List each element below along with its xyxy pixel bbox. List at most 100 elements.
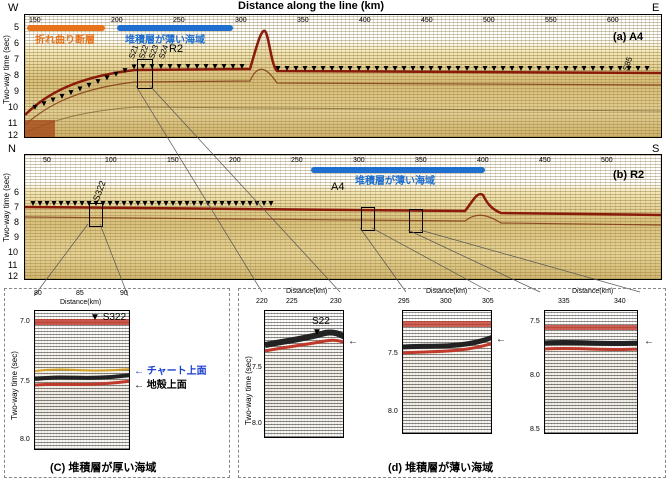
station-marker-icon	[149, 201, 155, 206]
zd3-arrow-icon: ←	[644, 336, 654, 347]
zd3-tick-335: 335	[558, 298, 570, 305]
cross-label-a4: A4	[331, 181, 345, 193]
station-marker-icon	[131, 64, 137, 70]
zd2-tick-305: 305	[482, 298, 494, 305]
mid-ytick-9: 9	[14, 232, 20, 242]
station-marker-icon	[203, 64, 209, 69]
station-marker-icon	[72, 201, 78, 206]
station-marker-icon	[365, 66, 371, 71]
top-tick-500: 500	[483, 17, 495, 24]
top-tick-200: 200	[111, 17, 123, 24]
station-marker-icon	[68, 90, 74, 96]
station-marker-icon	[167, 64, 173, 69]
zoom-c-image	[34, 310, 130, 450]
station-marker-icon	[275, 66, 281, 71]
station-marker-icon	[221, 64, 227, 69]
zd3-tick-340: 340	[614, 298, 626, 305]
top-ytick-12: 12	[8, 130, 19, 140]
seismic-section-a4: 150 200 250 300 350 400 450 500 550 600 …	[24, 14, 662, 138]
station-marker-icon	[95, 79, 101, 85]
mid-ytick-8: 8	[14, 217, 20, 227]
station-marker-icon	[635, 66, 641, 71]
station-marker-icon	[626, 66, 632, 71]
zd2-reflectors	[403, 321, 491, 355]
station-marker-icon	[212, 201, 218, 206]
mid-left-letter: N	[8, 143, 16, 155]
station-marker-icon	[100, 201, 106, 206]
zd2-arrow-icon: ←	[496, 334, 506, 345]
mid-tick-450: 450	[539, 157, 551, 164]
station-marker-icon	[617, 66, 623, 71]
zc-reflectors	[35, 319, 129, 387]
station-marker-icon	[156, 201, 162, 206]
station-marker-icon	[437, 66, 443, 71]
station-marker-icon	[176, 64, 182, 69]
station-marker-icon	[608, 66, 614, 71]
station-marker-icon	[51, 201, 57, 206]
zd1-ytick-75: 7.5	[252, 364, 262, 371]
station-marker-icon	[311, 66, 317, 71]
station-marker-icon	[170, 201, 176, 206]
station-marker-icon	[261, 201, 267, 206]
station-marker-icon	[410, 66, 416, 71]
station-marker-icon	[185, 64, 191, 69]
zd2-tick-300: 300	[440, 298, 452, 305]
mid-ytick-7: 7	[14, 202, 20, 212]
mid-tick-150: 150	[167, 157, 179, 164]
zc-tick-80: 80	[34, 290, 42, 297]
station-marker-icon	[113, 71, 119, 77]
zc-crust-label: ← 地殻上面	[134, 380, 187, 391]
station-marker-icon	[122, 68, 128, 74]
station-marker-icon	[191, 201, 197, 206]
station-marker-icon	[177, 201, 183, 206]
zc-caption: (C) 堆積層が厚い海域	[50, 462, 157, 474]
station-marker-icon	[194, 64, 200, 69]
station-marker-icon	[79, 201, 85, 206]
seafloor-reflector-a4	[25, 29, 661, 137]
seafloor-reflector-r2	[25, 192, 661, 279]
station-marker-icon	[293, 66, 299, 71]
station-marker-icon	[356, 66, 362, 71]
station-marker-icon	[30, 201, 36, 206]
station-marker-icon	[32, 104, 38, 110]
station-marker-icon	[401, 66, 407, 71]
station-marker-icon	[320, 66, 326, 71]
zc-chert-text: チャート上面	[146, 366, 207, 377]
station-marker-icon	[184, 201, 190, 206]
zc-xtitle: Distance(km)	[60, 299, 102, 306]
mid-tick-200: 200	[229, 157, 241, 164]
zd1-ytick-80: 8.0	[252, 420, 262, 427]
mid-ytick-11: 11	[8, 260, 18, 270]
zc-ytick-80: 8.0	[20, 436, 30, 443]
zoom-box-b2	[361, 207, 375, 231]
mid-tick-350: 350	[415, 157, 427, 164]
station-marker-icon	[302, 66, 308, 71]
top-ytick-8: 8	[14, 70, 20, 80]
station-marker-icon	[135, 201, 141, 206]
zd1-xtitle: Distance(km)	[286, 288, 328, 295]
seismic-section-r2: 50 100 150 200 250 300 350 400 450 500 堆…	[24, 154, 662, 280]
blue-label-mid: 堆積層が薄い海域	[355, 176, 435, 187]
zd1-reflectors	[265, 329, 343, 353]
top-right-letter: E	[652, 2, 660, 14]
station-marker-icon	[392, 66, 398, 71]
zd3-xtitle: Distance(km)	[572, 288, 614, 295]
zoom-box-a	[137, 59, 153, 89]
zoom-box-b3	[409, 209, 423, 233]
mid-tick-400: 400	[477, 157, 489, 164]
zd2-ytick-75: 7.5	[388, 350, 398, 357]
station-marker-icon	[104, 75, 110, 81]
station-marker-icon	[254, 201, 260, 206]
station-marker-icon	[86, 82, 92, 88]
mid-tick-100: 100	[105, 157, 117, 164]
zd2-xtitle: Distance(km)	[426, 288, 468, 295]
top-tick-350: 350	[297, 17, 309, 24]
station-marker-icon	[239, 64, 245, 69]
station-marker-icon	[473, 66, 479, 71]
station-marker-icon	[212, 64, 218, 69]
blue-label-top: 堆積層が薄い海域	[125, 35, 205, 46]
station-marker-icon	[500, 66, 506, 71]
zoom-box-b1	[89, 203, 103, 227]
station-marker-icon	[518, 66, 524, 71]
top-tick-600: 600	[607, 17, 619, 24]
